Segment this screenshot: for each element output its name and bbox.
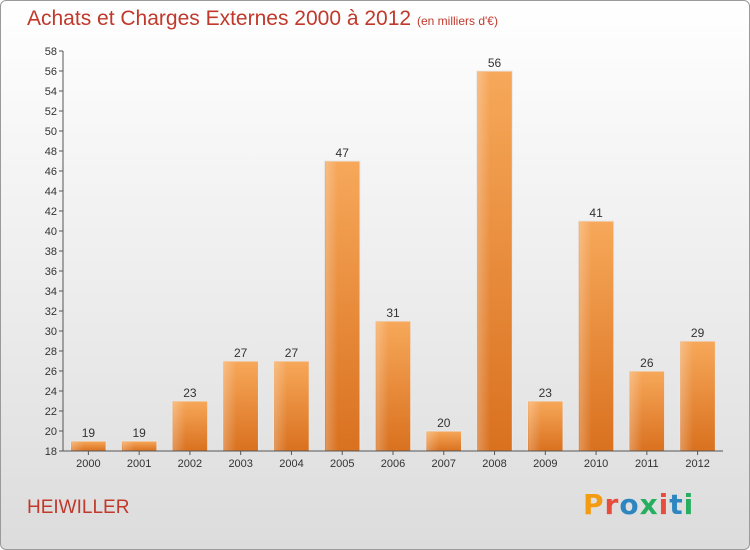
y-tick-label: 42 (45, 206, 57, 218)
x-tick-label-2005: 2005 (330, 458, 354, 470)
data-label-2007: 20 (437, 416, 451, 430)
y-tick-label: 46 (45, 166, 57, 178)
x-tick-label-2008: 2008 (482, 458, 506, 470)
data-label-2011: 26 (640, 356, 654, 370)
proxiti-logo[interactable]: Proxiti (583, 488, 694, 521)
place-name: HEIWILLER (27, 497, 130, 518)
y-tick-label: 36 (45, 266, 57, 278)
x-tick-label-2004: 2004 (279, 458, 303, 470)
bar-highlight-2003 (223, 362, 237, 451)
y-axis-ticks: 18 20 22 24 26 28 30 32 34 36 38 40 42 44 46 48 50 52 54 56… (45, 46, 63, 458)
x-axis-ticks: 2000 2001 2002 2003 2004 2005 2006 2007 2008 2009… (76, 451, 710, 470)
logo-letter: r (604, 488, 620, 521)
y-tick-label: 38 (45, 246, 57, 258)
bars: 19 19 23 27 27 47 31 20 56 23 41 26 29 (70, 56, 716, 452)
bar-highlight-2012 (680, 342, 694, 451)
x-tick-label-2002: 2002 (178, 458, 202, 470)
data-label-2008: 56 (488, 56, 502, 70)
bar-highlight-2006 (376, 322, 389, 451)
x-tick-label-2009: 2009 (533, 458, 557, 470)
bar-highlight-2002 (173, 402, 186, 451)
bar-highlight-2010 (579, 222, 592, 451)
bar-highlight-2009 (528, 402, 541, 451)
y-tick-label: 28 (45, 346, 57, 358)
bar-highlight-2001 (122, 442, 135, 451)
y-tick-label: 54 (45, 86, 57, 98)
x-tick-label-2012: 2012 (685, 458, 709, 470)
y-tick-label: 48 (45, 146, 57, 158)
y-tick-label: 32 (45, 306, 57, 318)
data-label-2001: 19 (132, 426, 146, 440)
y-tick-label: 22 (45, 406, 57, 418)
bar-highlight-2004 (274, 362, 288, 451)
logo-letter: x (639, 488, 659, 521)
logo-letter: i (658, 488, 670, 521)
y-tick-label: 20 (45, 426, 57, 438)
x-tick-label-2000: 2000 (76, 458, 100, 470)
x-tick-label-2010: 2010 (584, 458, 608, 470)
bar-highlight-2007 (427, 432, 440, 451)
y-tick-label: 34 (45, 286, 57, 298)
bar-highlight-2011 (630, 372, 643, 451)
y-tick-label: 26 (45, 366, 57, 378)
y-tick-label: 30 (45, 326, 57, 338)
bar-highlight-2005 (325, 162, 338, 451)
y-tick-label: 50 (45, 126, 57, 138)
x-tick-label-2007: 2007 (432, 458, 456, 470)
y-tick-label: 56 (45, 66, 57, 78)
y-tick-label: 52 (45, 106, 57, 118)
data-label-2004: 27 (285, 346, 299, 360)
bar-highlight-2008 (477, 72, 491, 451)
logo-letter: i (683, 488, 695, 521)
data-label-2003: 27 (234, 346, 248, 360)
bar-highlight-2000 (71, 442, 85, 451)
logo-letter: t (669, 488, 684, 521)
x-tick-label-2006: 2006 (381, 458, 405, 470)
x-tick-label-2011: 2011 (635, 458, 659, 470)
y-tick-label: 40 (45, 226, 57, 238)
logo-letter: P (583, 488, 605, 521)
x-tick-label-2001: 2001 (127, 458, 151, 470)
data-label-2009: 23 (539, 386, 553, 400)
data-label-2000: 19 (82, 426, 96, 440)
y-tick-label: 18 (45, 446, 57, 458)
x-tick-label-2003: 2003 (228, 458, 252, 470)
data-label-2012: 29 (691, 326, 705, 340)
data-label-2002: 23 (183, 386, 197, 400)
y-tick-label: 58 (45, 46, 57, 58)
y-tick-label: 44 (45, 186, 57, 198)
data-label-2006: 31 (386, 306, 400, 320)
data-label-2005: 47 (336, 146, 350, 160)
data-label-2010: 41 (589, 206, 603, 220)
y-tick-label: 24 (45, 386, 57, 398)
logo-letter: o (619, 488, 640, 521)
chart-title: Achats et Charges Externes 2000 à 2012 (27, 7, 412, 30)
chart-subtitle: (en milliers d'€) (417, 14, 498, 28)
